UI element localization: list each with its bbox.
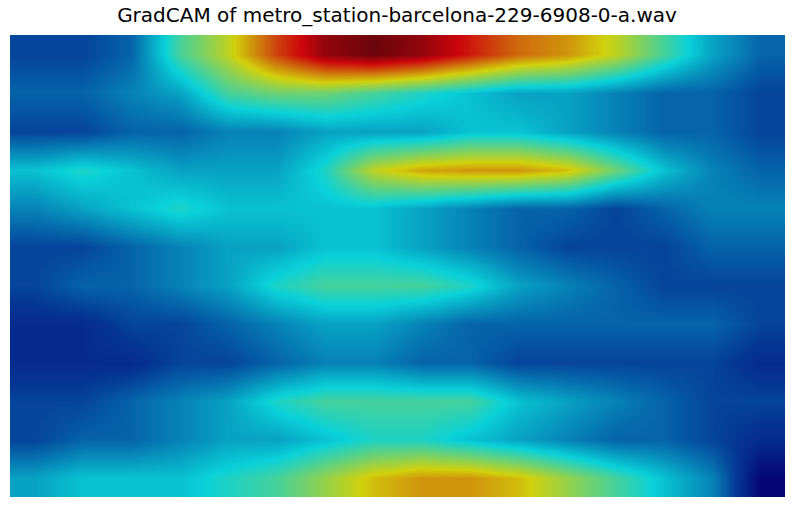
svg-text:GradCAM of metro_station-barce: GradCAM of metro_station-barcelona-229-6… [117,3,677,27]
